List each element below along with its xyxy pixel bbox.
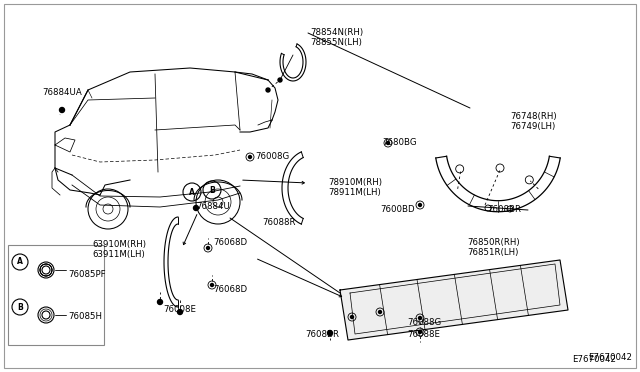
Text: 76088E: 76088E — [407, 330, 440, 339]
FancyBboxPatch shape — [4, 4, 636, 368]
Text: 76068D: 76068D — [213, 238, 247, 247]
Text: 76068D: 76068D — [213, 285, 247, 294]
Polygon shape — [340, 260, 568, 340]
Text: 76088R: 76088R — [262, 218, 296, 227]
Circle shape — [193, 205, 198, 211]
Circle shape — [248, 155, 252, 158]
Circle shape — [387, 141, 390, 144]
Circle shape — [378, 311, 381, 314]
Text: 76748(RH): 76748(RH) — [510, 112, 557, 121]
Circle shape — [266, 88, 270, 92]
Text: E7670042: E7670042 — [588, 353, 632, 362]
Text: 76884UA: 76884UA — [42, 88, 82, 97]
Circle shape — [278, 78, 282, 82]
Text: 7608BR: 7608BR — [487, 205, 521, 214]
Text: 7608BR: 7608BR — [305, 330, 339, 339]
Text: A: A — [189, 187, 195, 196]
Text: 7680BG: 7680BG — [382, 138, 417, 147]
FancyBboxPatch shape — [8, 245, 104, 345]
Text: 76088G: 76088G — [407, 318, 441, 327]
Text: 76851R(LH): 76851R(LH) — [467, 248, 518, 257]
Text: 78855N(LH): 78855N(LH) — [310, 38, 362, 47]
Text: B: B — [17, 302, 23, 311]
Text: 76884U: 76884U — [196, 202, 230, 211]
Text: 76085PF: 76085PF — [68, 270, 106, 279]
Circle shape — [211, 283, 214, 286]
Circle shape — [419, 203, 422, 206]
Circle shape — [328, 330, 333, 336]
Circle shape — [207, 247, 209, 250]
Circle shape — [419, 330, 422, 334]
Circle shape — [42, 266, 50, 274]
Circle shape — [351, 315, 353, 318]
Circle shape — [419, 317, 422, 320]
Text: 76085H: 76085H — [68, 312, 102, 321]
Circle shape — [157, 299, 163, 305]
Circle shape — [38, 262, 54, 278]
Text: 78910M(RH): 78910M(RH) — [328, 178, 382, 187]
Text: 78854N(RH): 78854N(RH) — [310, 28, 363, 37]
Circle shape — [60, 108, 65, 112]
Circle shape — [42, 311, 50, 319]
Text: 76749(LH): 76749(LH) — [510, 122, 556, 131]
Text: 78911M(LH): 78911M(LH) — [328, 188, 381, 197]
Circle shape — [177, 310, 182, 314]
Text: 76850R(RH): 76850R(RH) — [467, 238, 520, 247]
Circle shape — [38, 307, 54, 323]
Text: A: A — [17, 257, 23, 266]
Text: 76008G: 76008G — [255, 152, 289, 161]
Text: 63910M(RH): 63910M(RH) — [92, 240, 146, 249]
Text: 7600BD: 7600BD — [380, 205, 415, 214]
Text: 76008E: 76008E — [163, 305, 196, 314]
Text: 63911M(LH): 63911M(LH) — [92, 250, 145, 259]
Text: E7670042: E7670042 — [572, 355, 616, 364]
Text: B: B — [209, 186, 215, 195]
